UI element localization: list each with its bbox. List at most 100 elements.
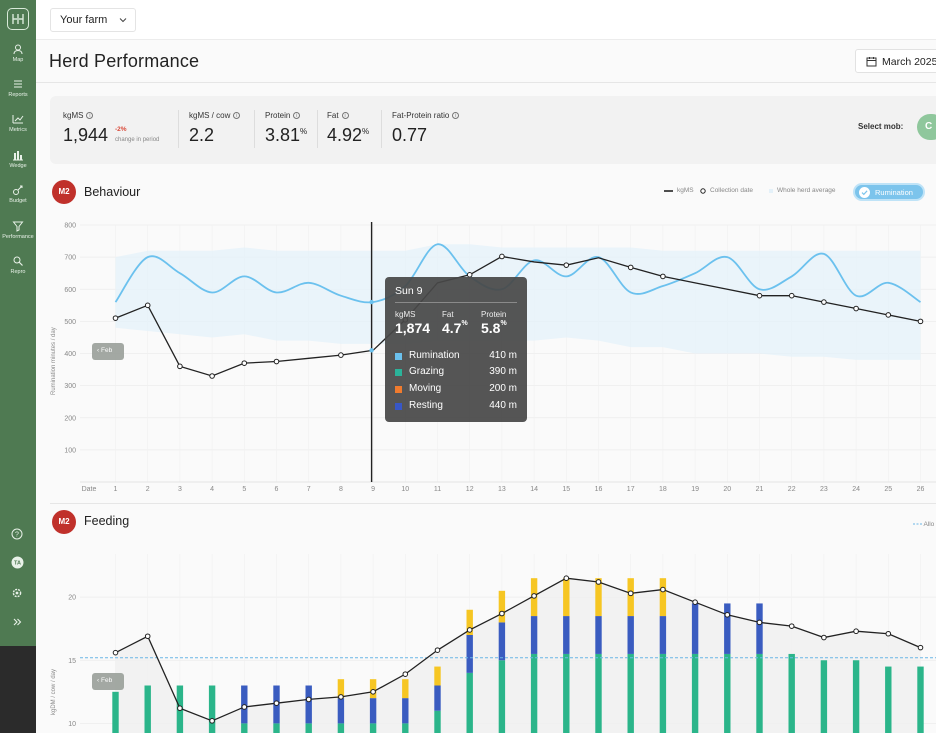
intake-point: [241, 704, 248, 710]
sidebar-item-wedge[interactable]: Wedge: [0, 149, 36, 179]
legend-herd-average[interactable]: Whole herd average: [769, 187, 836, 194]
tooltip-metric-unit: %: [500, 320, 507, 327]
intake-point: [917, 644, 924, 651]
x-tick-label: 16: [595, 486, 603, 493]
bar-segment-yellow: [337, 679, 345, 699]
date-picker-button[interactable]: March 2025: [855, 49, 936, 73]
x-tick-label: 21: [756, 486, 764, 493]
feeding-chart[interactable]: 10152025kgDM / cow / day: [36, 540, 936, 733]
collection-point: [788, 292, 795, 299]
info-icon[interactable]: i: [293, 112, 301, 119]
sidebar-item-label: Map: [12, 57, 24, 63]
bar-segment-green: [563, 653, 570, 733]
collection-point: [660, 273, 666, 280]
section-title-feeding: Feeding: [84, 514, 130, 528]
x-tick-label: 17: [627, 486, 635, 493]
kgms-line: [115, 255, 921, 377]
tooltip-row-value: 440 m: [489, 400, 517, 411]
legend-label: kgMS: [677, 187, 694, 194]
intake-point: [209, 718, 215, 724]
swatch: [395, 353, 402, 360]
intake-point: [112, 649, 119, 656]
y-tick-label: 500: [64, 319, 76, 326]
intake-point: [434, 647, 441, 653]
x-tick-label: 6: [275, 486, 279, 493]
kpi-divider: [254, 110, 255, 148]
y-axis-label: kgDM / cow / day: [51, 669, 57, 715]
tooltip-divider: [395, 302, 517, 303]
x-tick-label: 12: [466, 486, 474, 493]
bar-segment-yellow: [498, 590, 506, 623]
collection-point: [209, 373, 215, 379]
x-tick-label: 9: [371, 486, 375, 493]
bar-segment-yellow: [627, 578, 634, 617]
legend-kgms[interactable]: kgMS: [664, 187, 694, 194]
hover-point: [369, 348, 374, 353]
info-icon[interactable]: i: [233, 112, 241, 119]
y-tick-label: 700: [64, 255, 76, 262]
kpi-change: -2%: [115, 126, 127, 133]
info-icon[interactable]: i: [86, 112, 94, 119]
prev-period-button[interactable]: ‹ Feb: [92, 673, 124, 690]
bar-segment-yellow: [659, 578, 667, 617]
kpi-value: 2.2: [189, 125, 215, 145]
farm-select[interactable]: Your farm: [50, 8, 136, 32]
map-pin-icon: [13, 44, 23, 55]
kpi-divider: [317, 110, 318, 148]
legend-collection-date[interactable]: Collection date: [700, 187, 753, 194]
bar-segment-green: [788, 653, 795, 733]
info-icon[interactable]: i: [341, 112, 349, 119]
intake-point: [402, 671, 409, 677]
gear-icon[interactable]: [11, 586, 25, 600]
collection-point: [885, 312, 892, 318]
tooltip-metric-fat: Fat 4.7%: [442, 310, 468, 336]
y-axis-label: Rumination minutes / day: [51, 327, 57, 395]
tooltip-metric-label: kgMS: [395, 310, 416, 319]
sidebar-item-performance[interactable]: Performance: [0, 220, 36, 250]
intake-point: [177, 705, 183, 712]
bar-segment-green: [530, 653, 538, 733]
expand-sidebar-icon[interactable]: [11, 615, 25, 629]
swatch: [395, 403, 402, 410]
tooltip-row: Rumination 410 m: [395, 350, 517, 364]
legend-label: Collection date: [710, 187, 753, 194]
section-divider: [50, 503, 936, 504]
sidebar-item-map[interactable]: Map: [0, 43, 36, 73]
chevron-left-icon: ‹: [97, 347, 101, 354]
bar-segment-green: [337, 723, 345, 733]
top-bar: Your farm: [36, 0, 936, 40]
collection-point: [241, 360, 248, 366]
sidebar-item-metrics[interactable]: Metrics: [0, 113, 36, 143]
kpi-label: Protein: [265, 111, 291, 120]
budget-icon: [13, 185, 23, 195]
sidebar-item-budget[interactable]: Budget: [0, 184, 36, 214]
x-tick-label: 4: [210, 486, 214, 493]
bar-segment-blue: [305, 685, 312, 724]
kpi-value: 1,944: [63, 125, 109, 145]
app-logo-icon[interactable]: [7, 8, 29, 30]
tooltip-row: Resting 440 m: [395, 400, 517, 414]
x-tick-label: 7: [307, 486, 311, 493]
kpi-value: 3.81: [265, 125, 301, 145]
kpi-change-caption: change in period: [115, 137, 160, 143]
prev-period-button[interactable]: ‹ Feb: [92, 343, 124, 360]
tooltip-metric-value: 4.7: [442, 320, 462, 336]
bar-segment-blue: [530, 616, 538, 654]
intake-area: [115, 578, 921, 733]
sidebar-item-reports[interactable]: Reports: [0, 78, 36, 108]
mob-chip[interactable]: C: [917, 114, 936, 140]
avatar[interactable]: TA: [11, 556, 25, 570]
legend-allocation[interactable]: Allo: [913, 521, 934, 528]
info-icon[interactable]: i: [452, 112, 460, 119]
kpi-unit: %: [300, 127, 308, 136]
kpi-kgms: kgMS i 1,944: [63, 111, 108, 146]
intake-point: [144, 633, 151, 640]
kpi-label: Fat-Protein ratio: [392, 111, 450, 120]
tooltip-row: Moving 200 m: [395, 383, 517, 397]
rumination-toggle[interactable]: Rumination: [853, 183, 925, 201]
kpi-divider: [178, 110, 179, 148]
collection-point: [627, 264, 634, 271]
sidebar-item-repro[interactable]: Repro: [0, 255, 36, 285]
x-tick-label: 3: [178, 486, 182, 493]
help-icon[interactable]: ?: [11, 527, 25, 541]
